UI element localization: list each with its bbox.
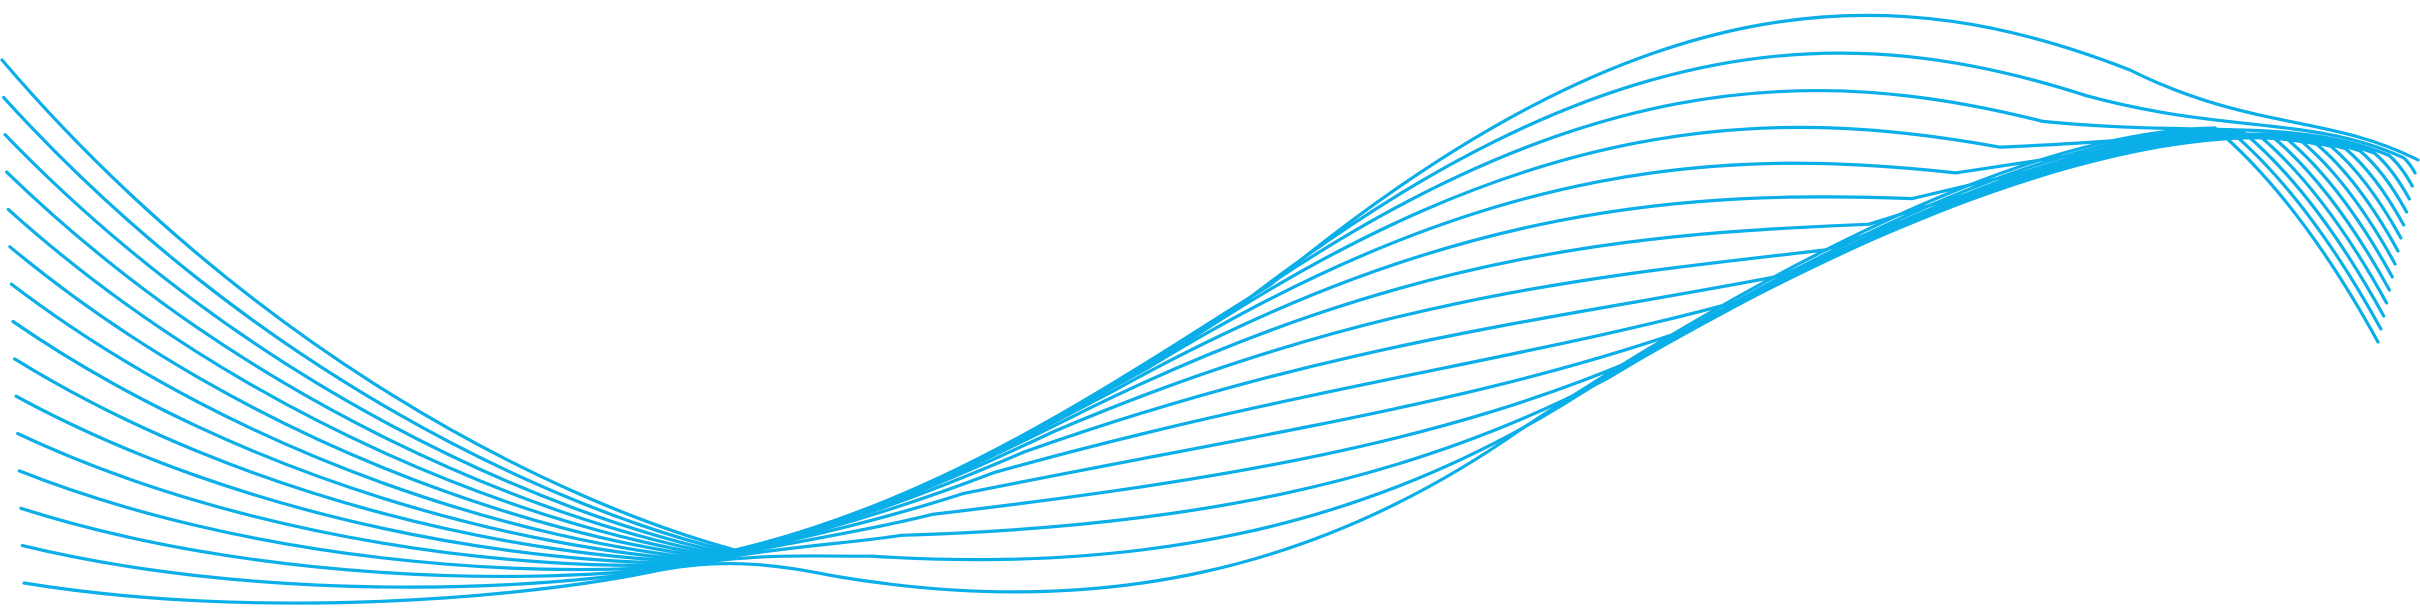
- wave-line-2: [2, 51, 2417, 553]
- wave-line-1: [0, 13, 2420, 552]
- wave-line-9: [13, 135, 2397, 563]
- wave-line-15: [22, 126, 2380, 605]
- wave-line-group: [0, 13, 2420, 605]
- wave-line-11: [16, 133, 2391, 567]
- wave-line-8: [11, 136, 2400, 562]
- wave-line-13: [19, 130, 2386, 579]
- wave-line-12: [17, 132, 2389, 572]
- wave-line-14: [20, 128, 2383, 589]
- wave-line-3: [3, 88, 2414, 555]
- wave-line-10: [14, 134, 2394, 565]
